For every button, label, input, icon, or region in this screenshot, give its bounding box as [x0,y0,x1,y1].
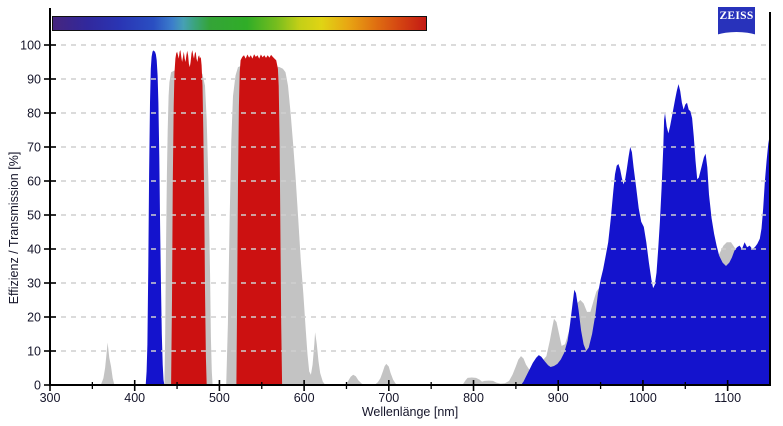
y-tick-label-20: 20 [27,311,41,325]
y-tick-label-10: 10 [27,345,41,359]
zeiss-logo: ZEISS [718,7,755,39]
x-tick-label-500: 500 [209,391,230,405]
x-tick-label-600: 600 [294,391,315,405]
zeiss-logo-text: ZEISS [719,10,754,22]
y-tick-label-80: 80 [27,107,41,121]
axes [49,8,771,386]
x-tick-label-1000: 1000 [629,391,657,405]
series-efficiency-blue [145,50,770,386]
area-emission-red [236,54,283,385]
ticks-and-labels: 300 400 500 600 700 800 900 1000 1100 0 10 20 30 40 50… [20,39,741,406]
x-tick-label-300: 300 [40,391,61,405]
y-tick-label-70: 70 [27,141,41,155]
y-tick-label-40: 40 [27,243,41,257]
x-axis-title: Wellenlänge [nm] [361,405,459,419]
y-tick-label-90: 90 [27,73,41,87]
y-tick-label-50: 50 [27,209,41,223]
area-transmission-gray [345,374,365,385]
y-tick-label-60: 60 [27,175,41,189]
y-tick-label-30: 30 [27,277,41,291]
area-emission-red [171,50,207,385]
zeiss-logo-lens-curve [718,32,755,39]
visible-spectrum-bar [52,16,427,31]
area-transmission-gray [100,342,115,385]
series-emission-red [171,50,283,385]
x-tick-label-800: 800 [463,391,484,405]
x-tick-label-400: 400 [124,391,145,405]
area-efficiency-blue [145,50,165,386]
x-tick-label-900: 900 [548,391,569,405]
area-transmission-gray [374,363,399,385]
x-tick-label-700: 700 [378,391,399,405]
area-efficiency-blue [521,84,770,385]
y-tick-label-0: 0 [34,379,41,393]
y-axis-title: Effizienz / Transmission [%] [7,151,21,305]
x-tick-label-1100: 1100 [714,391,741,405]
y-tick-label-100: 100 [20,39,41,53]
